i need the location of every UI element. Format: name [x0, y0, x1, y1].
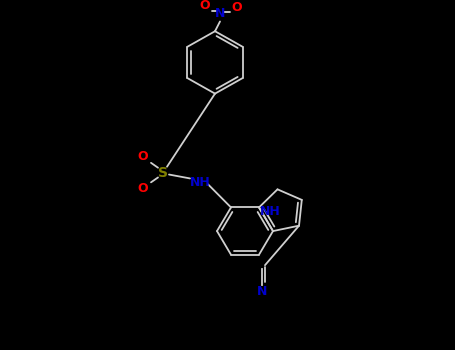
Text: O: O [138, 150, 148, 163]
Text: S: S [158, 166, 168, 180]
Text: NH: NH [190, 176, 210, 189]
Text: N: N [257, 285, 267, 298]
Text: NH: NH [260, 205, 280, 218]
Text: O: O [138, 182, 148, 195]
Text: O: O [200, 0, 210, 12]
Text: N: N [215, 7, 225, 20]
Text: O: O [232, 1, 243, 14]
